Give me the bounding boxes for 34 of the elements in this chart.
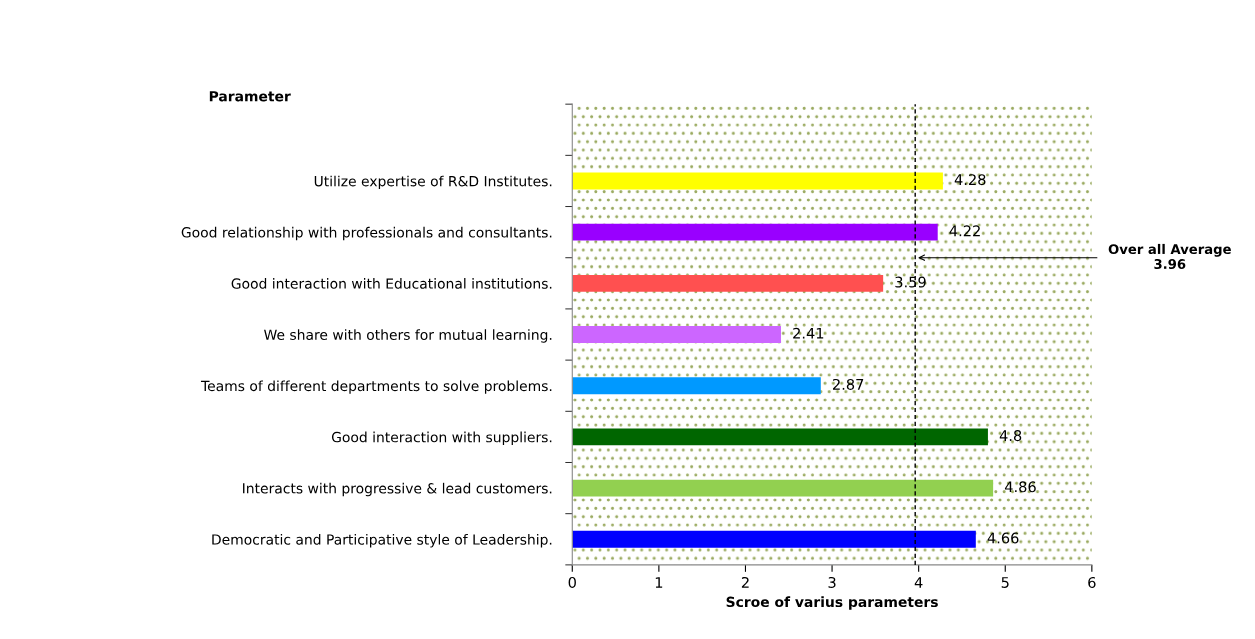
data-label: 3.59 — [895, 276, 926, 288]
data-label: 4.28 — [954, 174, 986, 186]
bar — [572, 172, 943, 190]
bar — [572, 377, 821, 395]
data-label: 4.86 — [1004, 481, 1036, 493]
y-axis-title: Parameter — [209, 91, 291, 102]
data-label: 4.8 — [999, 430, 1022, 442]
y-tick-label: We share with others for mutual learning. — [264, 329, 552, 343]
x-axis-title: Scroe of varius parameters — [726, 596, 938, 610]
x-tick-label: 2 — [741, 576, 749, 588]
y-tick-label: Democratic and Participative style of Leadership. — [212, 534, 552, 548]
x-tick-label: 0 — [568, 576, 576, 588]
x-tick-label: 3 — [828, 576, 836, 588]
x-tick-label: 4 — [914, 577, 923, 588]
y-tick-label: Good interaction with Educational institutions. — [231, 278, 552, 289]
bar — [572, 326, 781, 343]
y-tick-label: Teams of different departments to solve problems. — [200, 380, 552, 394]
x-tick-label: 6 — [1088, 576, 1096, 588]
bar — [572, 428, 988, 446]
bar — [572, 530, 976, 548]
x-tick-label: 5 — [1001, 577, 1009, 588]
data-label: 4.66 — [987, 532, 1019, 544]
y-tick-label: Good interaction with suppliers. — [331, 431, 552, 446]
ref-line-label: Over all Average 3.96 — [1108, 243, 1231, 269]
bar — [572, 479, 994, 497]
data-label: 4.22 — [949, 225, 980, 237]
y-tick-label: Good relationship with professionals and consultants. — [181, 226, 552, 241]
bar — [572, 274, 884, 292]
data-label: 2.41 — [793, 327, 824, 339]
x-tick-label: 1 — [655, 577, 663, 588]
data-label: 2.87 — [832, 378, 864, 390]
bar — [572, 223, 938, 241]
y-tick-label: Interacts with progressive & lead customers. — [243, 482, 552, 497]
y-tick-label: Utilize expertise of R&D Institutes. — [314, 175, 552, 190]
